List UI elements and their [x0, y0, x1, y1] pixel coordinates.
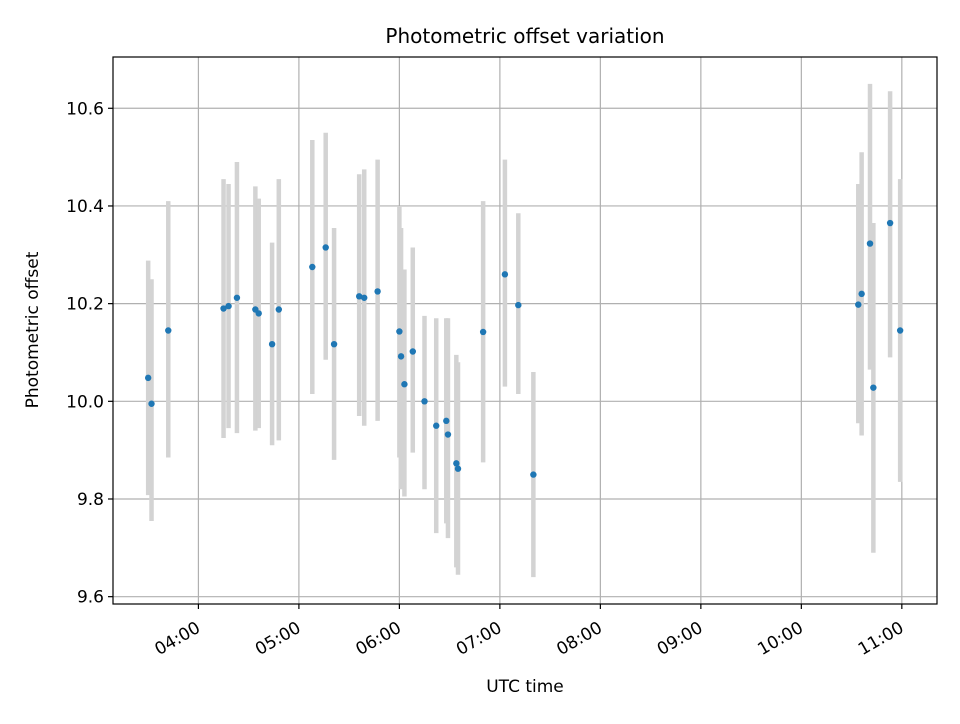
plot-frame	[112, 56, 938, 605]
data-point	[443, 417, 450, 425]
x-tick-label: 09:00	[654, 618, 706, 660]
data-point	[275, 306, 283, 313]
y-tick-label: 10.4	[66, 197, 104, 217]
data-point	[225, 302, 232, 310]
data-point	[397, 353, 405, 360]
y-tick-label: 9.8	[77, 490, 104, 510]
data-point	[454, 465, 462, 472]
data-point	[233, 294, 241, 301]
data-point	[501, 271, 509, 278]
y-tick-label: 9.6	[77, 588, 104, 608]
data-point	[530, 471, 537, 478]
y-tick-label: 10.0	[66, 392, 104, 412]
data-point	[148, 400, 155, 407]
data-point	[401, 381, 408, 388]
y-axis-ticks: 9.6 9.8 10.0 10.2 10.4 10.6	[66, 99, 113, 608]
x-tick-label: 06:00	[352, 618, 404, 660]
data-point	[433, 422, 440, 429]
data-point	[855, 301, 862, 308]
data-point	[361, 294, 368, 301]
data-point	[421, 398, 428, 405]
y-tick-label: 10.6	[66, 99, 104, 119]
data-point	[453, 460, 460, 467]
data-point	[165, 327, 172, 334]
data-point	[479, 328, 487, 336]
data-point	[268, 340, 276, 348]
data-point	[322, 244, 329, 251]
x-tick-label: 10:00	[754, 618, 806, 660]
data-point	[858, 290, 865, 298]
data-point	[515, 301, 522, 309]
y-tick-label: 10.2	[66, 295, 104, 315]
data-point	[144, 374, 152, 382]
chart-title: Photometric offset variation	[385, 24, 664, 48]
data-point	[409, 348, 416, 355]
data-point	[330, 340, 338, 348]
data-point	[220, 305, 227, 312]
data-point	[309, 263, 316, 271]
data-point	[896, 327, 904, 334]
x-tick-label: 08:00	[553, 618, 605, 660]
data-point	[444, 431, 452, 438]
x-tick-label: 11:00	[855, 618, 907, 660]
data-point	[870, 384, 877, 391]
data-point	[866, 240, 874, 247]
data-point	[255, 310, 262, 317]
x-axis-label: UTC time	[486, 677, 564, 697]
x-axis-ticks: 04:00 05:00 06:00 07:00 08:00 09:00 10:00 11:00	[151, 604, 907, 660]
error-bars	[145, 83, 903, 578]
y-axis-label: Photometric offset	[23, 251, 43, 408]
x-tick-label: 04:00	[151, 618, 203, 660]
data-points	[144, 219, 904, 478]
x-tick-label: 07:00	[453, 618, 505, 660]
x-tick-label: 05:00	[252, 618, 304, 660]
data-point	[355, 293, 363, 300]
data-point	[374, 288, 381, 295]
data-point	[886, 219, 894, 227]
data-point	[396, 328, 403, 335]
